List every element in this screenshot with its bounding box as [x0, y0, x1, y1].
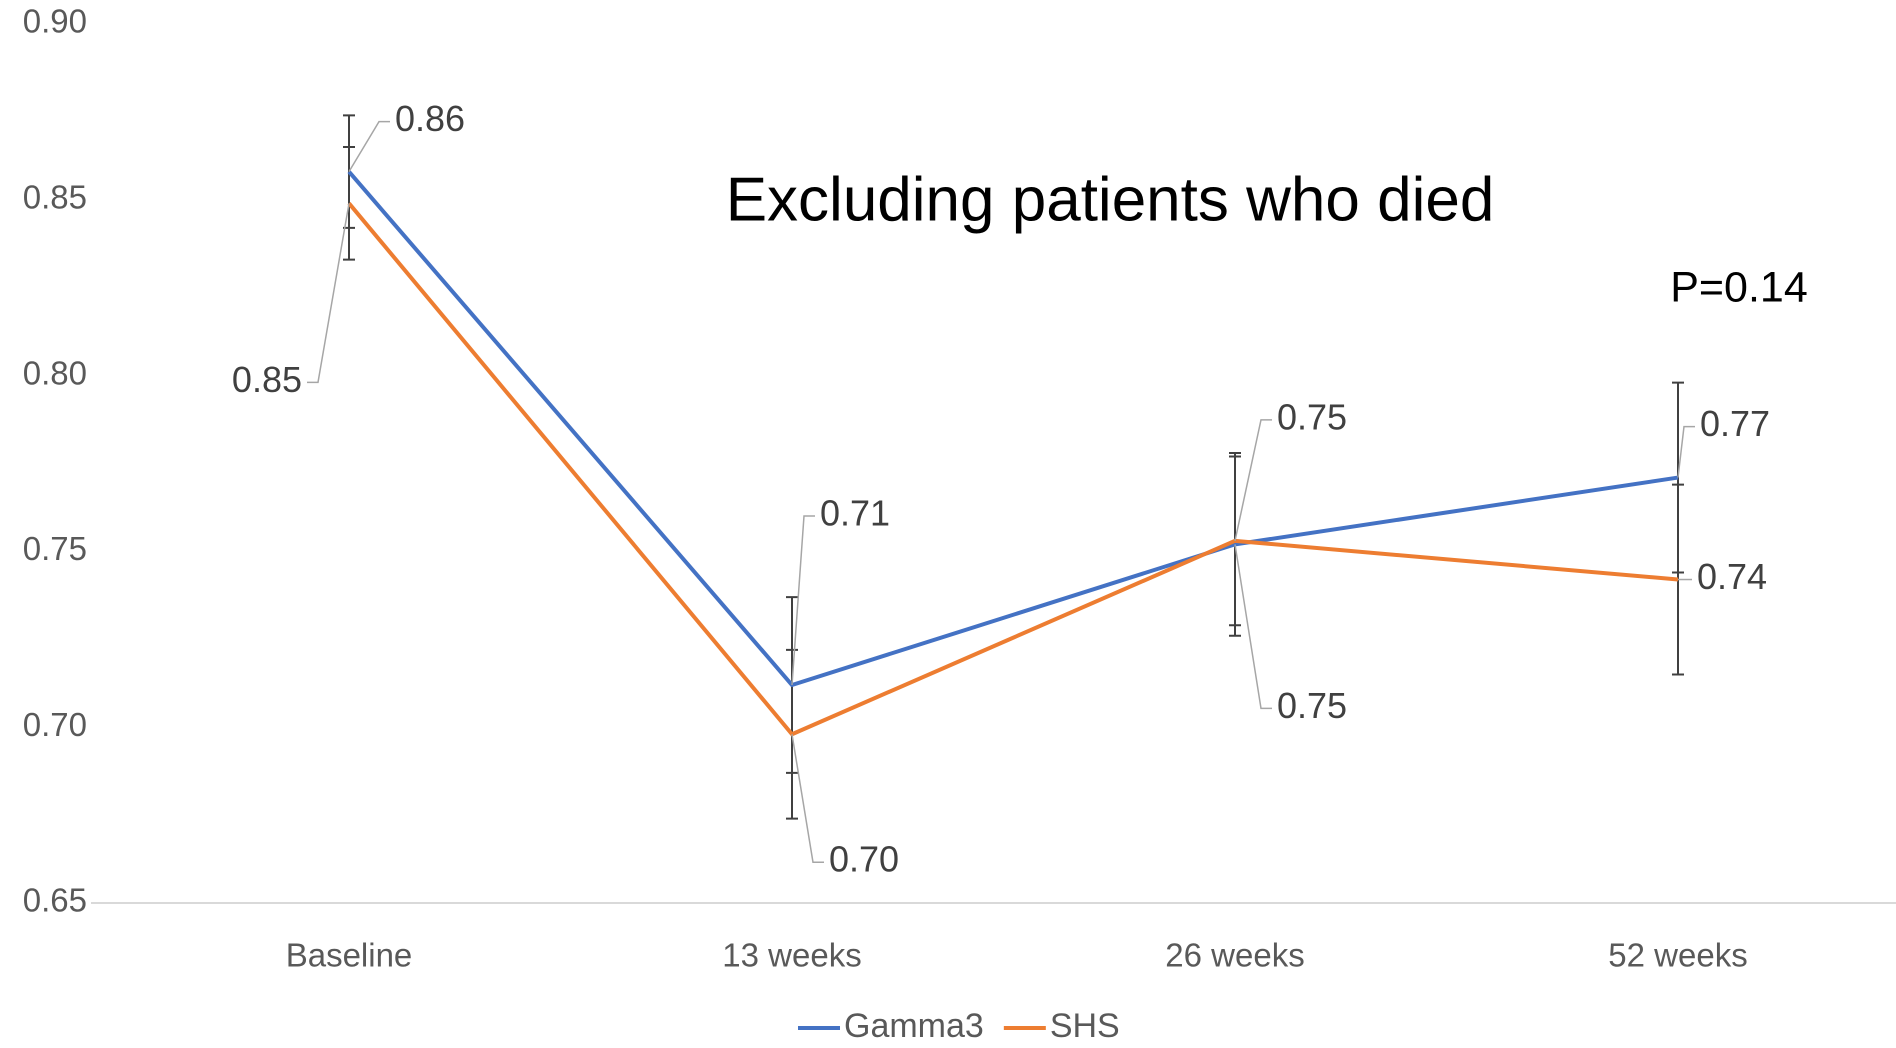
legend-label: Gamma3 — [844, 1007, 984, 1045]
data-label: 0.71 — [820, 493, 890, 534]
x-tick-label: Baseline — [286, 937, 413, 974]
y-tick-label: 0.80 — [23, 354, 87, 391]
y-tick-label: 0.70 — [23, 706, 87, 743]
leader-line — [791, 515, 815, 686]
annotation: P=0.14 — [1670, 263, 1807, 311]
y-tick-label: 0.65 — [23, 882, 87, 919]
data-label: 0.85 — [232, 359, 302, 400]
data-label: 0.75 — [1277, 396, 1347, 437]
legend-label: SHS — [1050, 1007, 1120, 1045]
data-label: 0.86 — [395, 98, 465, 139]
leader-line — [1677, 425, 1695, 478]
chart-title: Excluding patients who died — [726, 165, 1495, 234]
x-tick-label: 26 weeks — [1165, 937, 1304, 974]
leader-line — [1234, 419, 1272, 542]
y-tick-label: 0.90 — [23, 3, 87, 40]
leader-line — [791, 734, 824, 863]
data-label: 0.75 — [1277, 685, 1347, 726]
data-label: 0.74 — [1697, 556, 1767, 597]
x-tick-label: 52 weeks — [1608, 937, 1747, 974]
y-tick-label: 0.85 — [23, 179, 87, 216]
data-label: 0.70 — [829, 839, 899, 880]
data-label: 0.77 — [1700, 403, 1770, 444]
leader-line — [348, 120, 390, 173]
y-tick-label: 0.75 — [23, 530, 87, 567]
x-tick-label: 13 weeks — [722, 937, 861, 974]
line-series — [347, 170, 1679, 688]
leader-line — [1234, 544, 1272, 710]
line-series — [347, 202, 1679, 737]
leader-line — [307, 203, 350, 384]
